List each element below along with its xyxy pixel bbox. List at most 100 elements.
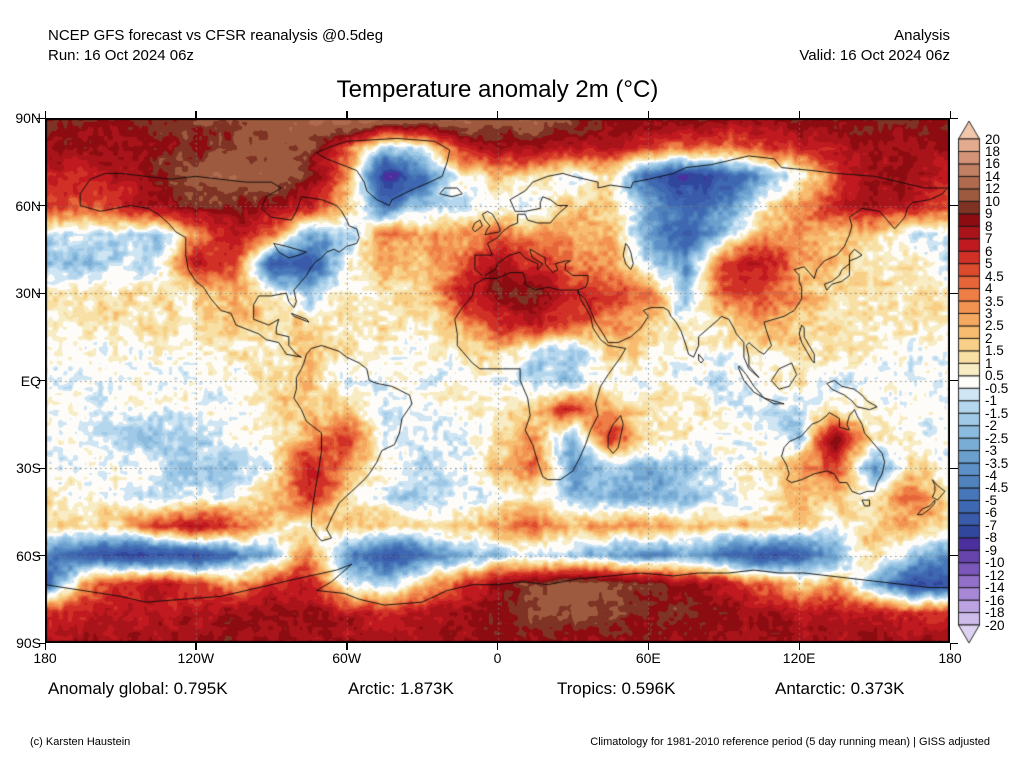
- colorbar-tick-label: 3.5: [985, 293, 1004, 309]
- lat-tick-left: [37, 555, 45, 557]
- lat-axis-label: 60S: [16, 547, 41, 564]
- colorbar-tick-label: 1.5: [985, 343, 1004, 359]
- lon-tick-bottom: [798, 643, 801, 650]
- colorbar-tick-label: -2: [985, 418, 998, 434]
- colorbar-tick-label: 16: [985, 156, 1001, 172]
- stat-antarctic: Antarctic: 0.373K: [775, 679, 905, 698]
- colorbar-tick-label: -1.5: [985, 405, 1009, 421]
- stat-arctic: Arctic: 1.873K: [348, 679, 454, 698]
- colorbar-tick-label: -5: [985, 492, 998, 508]
- valid-time-label: Valid: 16 Oct 2024 06z: [799, 47, 950, 64]
- colorbar-tick-label: -10: [985, 555, 1005, 571]
- lon-axis-label: 60W: [332, 650, 362, 666]
- lon-tick-top: [44, 111, 46, 118]
- lat-axis-label: 30S: [16, 460, 41, 476]
- colorbar-tick-label: -16: [985, 592, 1005, 608]
- page-title: Temperature anomaly 2m (°C): [336, 76, 659, 103]
- stat-global: Anomaly global: 0.795K: [48, 679, 228, 698]
- colorbar-tick-label: 0.5: [985, 368, 1004, 384]
- lat-axis-label: 60N: [15, 197, 41, 214]
- lon-tick-top: [798, 111, 801, 118]
- lat-axis-label: EQ: [20, 372, 41, 389]
- lat-tick-left: [37, 467, 45, 469]
- colorbar-tick-label: -8: [985, 530, 998, 546]
- header-right: Analysis Valid: 16 Oct 2024 06z: [799, 26, 950, 66]
- model-comparison-label: NCEP GFS forecast vs CFSR reanalysis @0.…: [48, 27, 384, 44]
- colorbar-tick-label: -2.5: [985, 430, 1009, 446]
- lon-axis-label: 120W: [177, 650, 215, 666]
- lon-tick-bottom: [497, 643, 499, 650]
- colorbar-tick-label: -4: [985, 467, 998, 483]
- lat-tick-left: [37, 205, 45, 207]
- lat-tick-right: [950, 292, 958, 294]
- colorbar-tick-label: 9: [985, 206, 993, 222]
- colorbar-tick-label: 3: [985, 305, 993, 321]
- colorbar-tick-label: -9: [985, 542, 998, 558]
- colorbar-tick-label: 12: [985, 181, 1001, 197]
- lon-tick-bottom: [949, 643, 951, 650]
- lat-tick-right: [950, 117, 958, 119]
- lat-tick-left: [37, 292, 45, 294]
- lat-axis-label: 90N: [15, 110, 41, 126]
- lon-tick-top: [346, 111, 348, 118]
- colorbar-tick-label: 5: [985, 256, 993, 272]
- colorbar-tick-label: -1: [985, 393, 998, 409]
- lon-axis-label: 120E: [782, 650, 816, 666]
- colorbar-tick-label: 7: [985, 231, 993, 247]
- colorbar-tick-label: -20: [985, 617, 1005, 633]
- colorbar: 20 18 16 14 12 10 9 8 7 6 5 4.5 4 3.5 3 2.5 2 1.5 1 0.5 -0.5…: [957, 120, 1023, 644]
- lon-tick-bottom: [346, 643, 348, 650]
- colorbar-tick-label: -6: [985, 505, 998, 521]
- colorbar-tick-label: 2.5: [985, 318, 1004, 334]
- colorbar-tick-label: 4: [985, 281, 993, 297]
- lon-tick-top: [195, 111, 197, 118]
- lon-tick-bottom: [44, 643, 46, 650]
- anomaly-map-canvas: [45, 118, 950, 643]
- colorbar-tick-label: 14: [985, 168, 1001, 184]
- lon-tick-bottom: [195, 643, 197, 650]
- colorbar-tick-label: -3.5: [985, 455, 1009, 471]
- colorbar-canvas: [957, 120, 981, 644]
- lat-tick-left: [37, 642, 45, 644]
- lat-tick-right: [950, 467, 958, 469]
- lat-tick-right: [950, 380, 958, 382]
- colorbar-tick-label: 8: [985, 218, 993, 234]
- colorbar-tick-label: -3: [985, 443, 998, 459]
- lat-axis-label: 90S: [16, 635, 41, 651]
- colorbar-tick-label: -0.5: [985, 380, 1009, 396]
- colorbar-tick-label: 18: [985, 143, 1001, 159]
- header-left: NCEP GFS forecast vs CFSR reanalysis @0.…: [48, 26, 383, 66]
- colorbar-tick-label: -12: [985, 567, 1005, 583]
- colorbar-tick-label: 2: [985, 330, 993, 346]
- colorbar-tick-label: -18: [985, 605, 1005, 621]
- copyright-label: (c) Karsten Haustein: [30, 736, 131, 748]
- colorbar-tick-label: -4.5: [985, 480, 1009, 496]
- lat-tick-right: [950, 205, 958, 207]
- lon-tick-top: [497, 111, 499, 118]
- colorbar-tick-label: -14: [985, 580, 1005, 596]
- analysis-label: Analysis: [894, 27, 950, 44]
- lon-tick-bottom: [647, 643, 650, 650]
- stat-tropics: Tropics: 0.596K: [557, 679, 676, 698]
- colorbar-tick-label: 20: [985, 131, 1001, 147]
- lon-axis-label: 0: [493, 650, 502, 666]
- run-time-label: Run: 16 Oct 2024 06z: [48, 47, 194, 64]
- colorbar-tick-label: 1: [985, 355, 993, 371]
- lon-axis-label: 180: [33, 650, 57, 666]
- lon-tick-top: [647, 111, 650, 118]
- climatology-label: Climatology for 1981-2010 reference peri…: [590, 736, 990, 748]
- lon-tick-top: [949, 111, 951, 118]
- colorbar-tick-label: -7: [985, 517, 998, 533]
- lat-axis-label: 30N: [15, 285, 41, 301]
- lat-tick-left: [37, 117, 45, 119]
- colorbar-tick-label: 4.5: [985, 268, 1004, 284]
- lat-tick-right: [950, 642, 958, 644]
- colorbar-tick-label: 6: [985, 243, 993, 259]
- lat-tick-left: [37, 380, 45, 382]
- lon-axis-label: 180: [938, 650, 962, 666]
- lat-tick-right: [950, 555, 958, 557]
- map-plot-area: [45, 118, 950, 643]
- colorbar-tick-label: 10: [985, 193, 1001, 209]
- lon-axis-label: 60E: [635, 650, 661, 666]
